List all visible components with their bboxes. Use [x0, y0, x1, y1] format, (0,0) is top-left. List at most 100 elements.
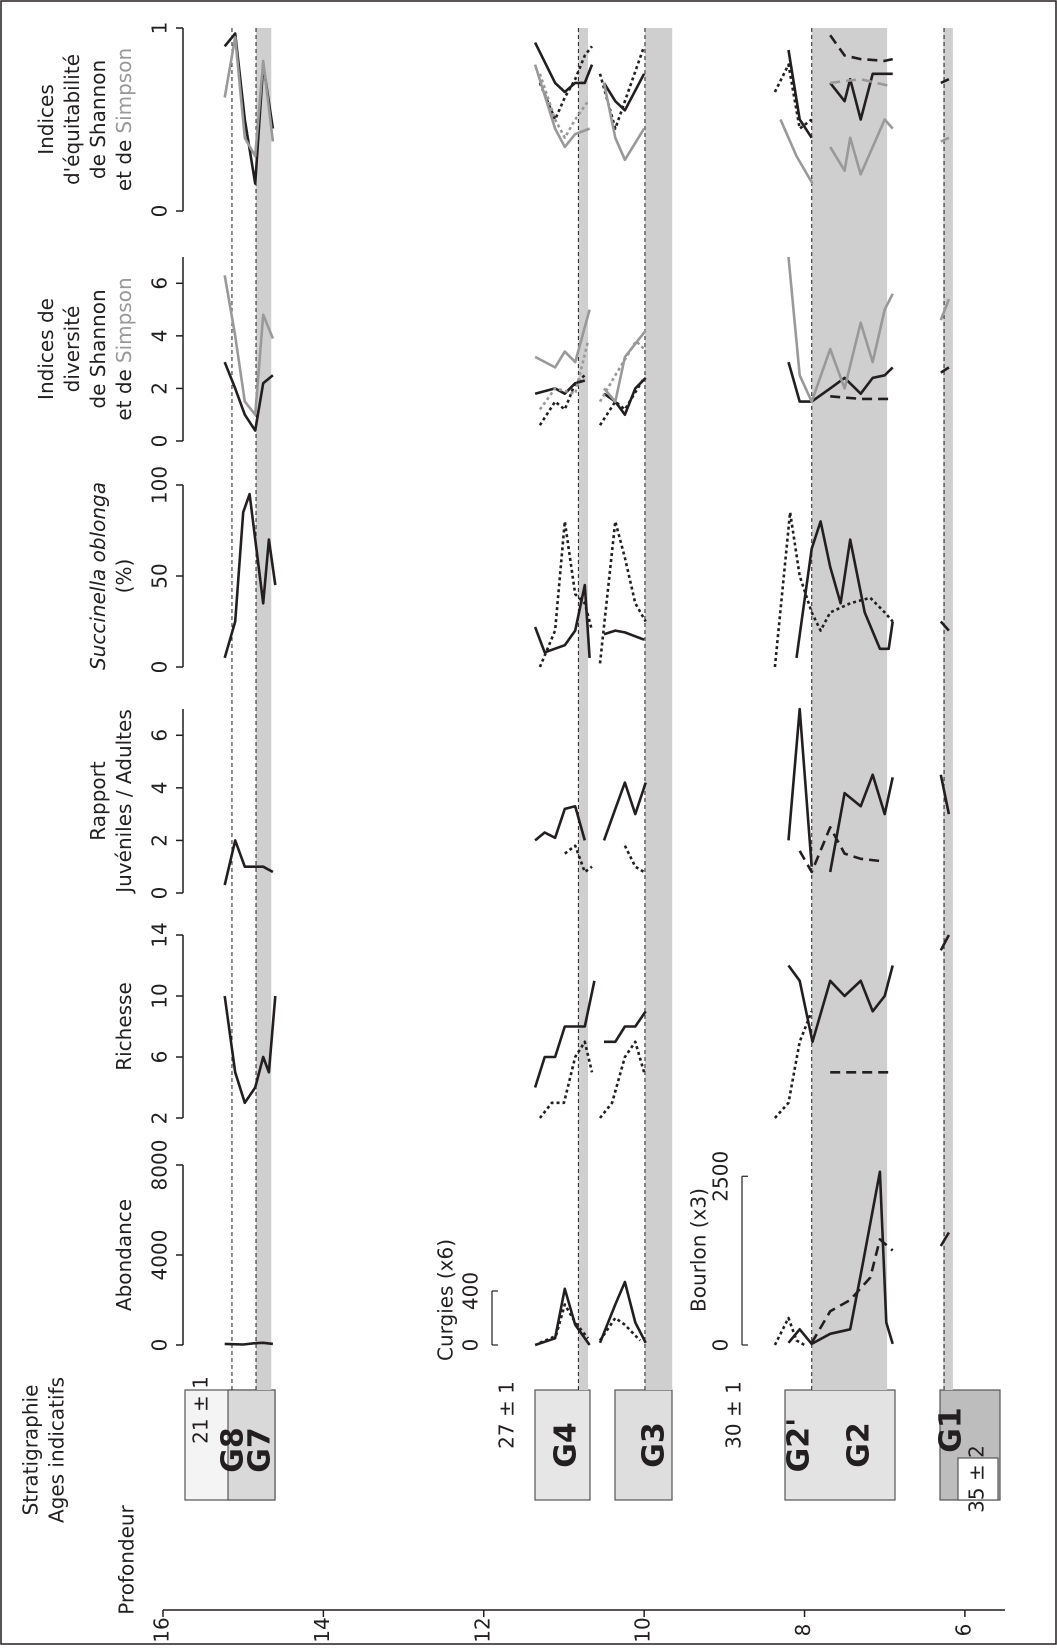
y-tick-label: 4: [148, 781, 172, 794]
strat-box: [784, 1389, 896, 1501]
panel-title: Juvéniles / Adultes: [112, 709, 136, 895]
shaded-band: [644, 28, 673, 1390]
data-line: [598, 377, 646, 426]
y-tick-label: 8000: [148, 1140, 172, 1191]
sub-axis-tick-label: 400: [459, 1272, 483, 1310]
data-line: [773, 1316, 806, 1347]
title-segment: Rapport: [86, 761, 110, 841]
age-label: 21 ± 1: [189, 1376, 213, 1444]
title-segment: Juvéniles / Adultes: [112, 709, 136, 895]
unit-label: G8: [216, 1427, 251, 1473]
data-line: [223, 839, 274, 886]
panel-title: Indices: [34, 84, 58, 155]
y-tick-label: 50: [148, 563, 172, 588]
y-tick-label: 4000: [148, 1230, 172, 1281]
y-tick-label: 14: [148, 922, 172, 947]
data-line: [533, 583, 591, 658]
data-line: [534, 805, 587, 842]
strat-box: [227, 1389, 276, 1501]
x-tick-label: 8: [791, 1624, 815, 1637]
y-tick-label: 6: [148, 1051, 172, 1064]
data-line: [787, 361, 894, 403]
title-segment: Simpson: [112, 277, 136, 363]
data-line: [940, 366, 950, 374]
data-line: [598, 1040, 646, 1119]
title-segment: Abondance: [112, 1199, 136, 1311]
panel-title: d'équitabilité: [60, 54, 84, 185]
panel-title: diversité: [60, 306, 84, 393]
title-segment: Indices de: [34, 298, 58, 400]
shaded-band: [811, 28, 888, 1390]
strat-box: [614, 1389, 673, 1501]
panel-title: Succinella oblonga: [86, 482, 110, 670]
data-line: [939, 620, 950, 632]
data-line: [787, 964, 894, 1044]
unit-label: G2: [842, 1422, 877, 1468]
data-line: [773, 1010, 813, 1119]
data-line: [939, 934, 951, 951]
y-tick-label: 2: [148, 834, 172, 847]
data-line: [623, 845, 645, 874]
x-tick-label: 16: [150, 1617, 174, 1642]
title-segment: et de: [112, 140, 136, 192]
x-tick-label: 10: [631, 1617, 655, 1642]
data-line: [602, 82, 646, 162]
x-tick-label: 12: [470, 1617, 494, 1642]
y-tick-label: 0: [148, 1339, 172, 1352]
y-tick-label: 0: [148, 205, 172, 218]
y-tick-label: 0: [148, 435, 172, 448]
y-tick-label: 6: [148, 277, 172, 290]
data-line: [939, 1231, 951, 1247]
title-segment: d'équitabilité: [60, 54, 84, 185]
x-tick-label: 14: [310, 1617, 334, 1642]
panel-title: et de Simpson: [112, 277, 136, 420]
age-label: 27 ± 1: [495, 1381, 519, 1449]
data-line: [223, 275, 275, 416]
title-segment: Simpson: [112, 48, 136, 134]
data-line: [798, 826, 885, 874]
panel-title: et de Simpson: [112, 48, 136, 191]
data-line: [810, 1238, 894, 1344]
data-line: [795, 520, 894, 659]
x-tick-label: 6: [951, 1624, 975, 1637]
strat-label: Stratigraphie: [19, 1385, 43, 1516]
sub-axis-label: Curgies (x6): [434, 1239, 458, 1361]
age-label: 35 ± 2: [965, 1445, 989, 1513]
data-line: [538, 45, 594, 121]
title-segment: de Shannon: [86, 289, 110, 408]
panel-title: Abondance: [112, 1199, 136, 1311]
shaded-band: [943, 28, 953, 1390]
title-segment: diversité: [60, 306, 84, 393]
data-line: [533, 980, 596, 1088]
panel-title: (%): [112, 559, 136, 594]
data-line: [602, 73, 646, 112]
data-line: [787, 49, 813, 139]
data-line: [223, 361, 274, 432]
data-line: [828, 773, 894, 873]
data-line: [603, 629, 645, 641]
unit-label: G3: [637, 1422, 672, 1468]
unit-label: G4: [549, 1422, 584, 1468]
x-axis-label: Profondeur: [115, 1504, 139, 1614]
title-segment: (%): [112, 559, 136, 594]
data-line: [538, 520, 594, 668]
data-line: [940, 136, 950, 143]
data-line: [223, 35, 275, 158]
title-segment: de Shannon: [86, 60, 110, 179]
age-label: 30 ± 1: [722, 1381, 746, 1449]
data-line: [223, 995, 277, 1105]
data-line: [787, 707, 813, 867]
panel-title: Indices de: [34, 298, 58, 400]
unit-label: G2': [782, 1418, 817, 1473]
data-line: [598, 520, 647, 664]
sub-axis-tick-label: 2500: [709, 1151, 733, 1202]
sub-axis-tick-label: 0: [459, 1339, 483, 1352]
data-line: [538, 73, 590, 140]
data-line: [533, 64, 591, 149]
data-line: [829, 72, 893, 121]
age-box: [957, 1457, 999, 1501]
data-line: [598, 45, 646, 130]
data-line: [779, 118, 814, 185]
